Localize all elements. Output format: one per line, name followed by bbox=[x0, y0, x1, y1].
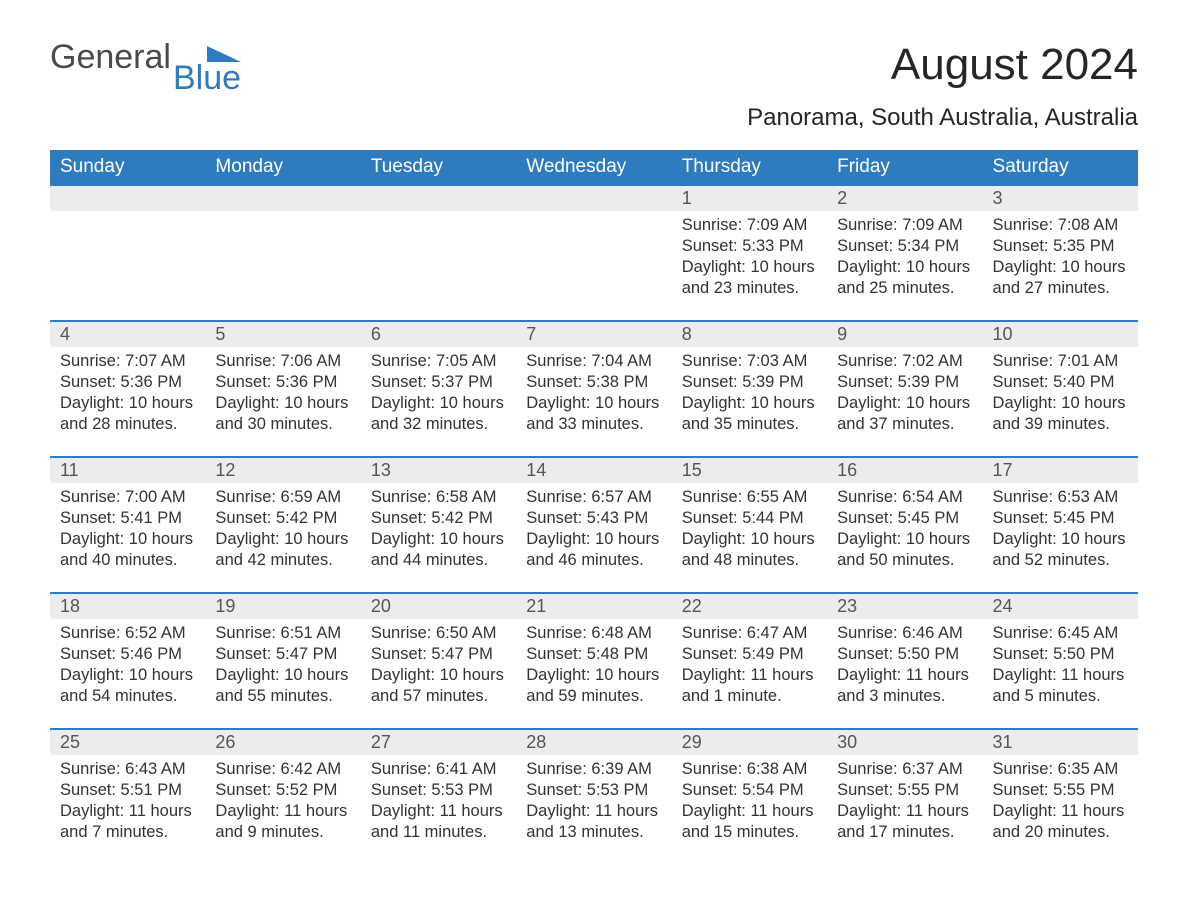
day-number: 15 bbox=[672, 457, 827, 483]
day-details: Sunrise: 6:55 AMSunset: 5:44 PMDaylight:… bbox=[672, 483, 827, 593]
header: General Blue August 2024 Panorama, South… bbox=[50, 40, 1138, 132]
day-details: Sunrise: 6:37 AMSunset: 5:55 PMDaylight:… bbox=[827, 755, 982, 865]
day-number-row: 123 bbox=[50, 185, 1138, 211]
day-details: Sunrise: 6:54 AMSunset: 5:45 PMDaylight:… bbox=[827, 483, 982, 593]
day-number: 8 bbox=[672, 321, 827, 347]
day-number: 2 bbox=[827, 185, 982, 211]
day-number: 28 bbox=[516, 729, 671, 755]
day-details: Sunrise: 6:38 AMSunset: 5:54 PMDaylight:… bbox=[672, 755, 827, 865]
day-number: 29 bbox=[672, 729, 827, 755]
day-details: Sunrise: 6:45 AMSunset: 5:50 PMDaylight:… bbox=[983, 619, 1138, 729]
location-subtitle: Panorama, South Australia, Australia bbox=[747, 104, 1138, 132]
month-title: August 2024 bbox=[747, 40, 1138, 90]
day-details: Sunrise: 7:08 AMSunset: 5:35 PMDaylight:… bbox=[983, 211, 1138, 321]
day-number-row: 45678910 bbox=[50, 321, 1138, 347]
empty-cell bbox=[361, 185, 516, 211]
day-number: 4 bbox=[50, 321, 205, 347]
day-number: 18 bbox=[50, 593, 205, 619]
day-number: 5 bbox=[205, 321, 360, 347]
day-details: Sunrise: 7:00 AMSunset: 5:41 PMDaylight:… bbox=[50, 483, 205, 593]
day-number: 10 bbox=[983, 321, 1138, 347]
empty-cell bbox=[50, 185, 205, 211]
day-detail-row: Sunrise: 6:43 AMSunset: 5:51 PMDaylight:… bbox=[50, 755, 1138, 865]
day-details: Sunrise: 7:07 AMSunset: 5:36 PMDaylight:… bbox=[50, 347, 205, 457]
day-detail-row: Sunrise: 6:52 AMSunset: 5:46 PMDaylight:… bbox=[50, 619, 1138, 729]
day-details: Sunrise: 6:51 AMSunset: 5:47 PMDaylight:… bbox=[205, 619, 360, 729]
day-details: Sunrise: 6:58 AMSunset: 5:42 PMDaylight:… bbox=[361, 483, 516, 593]
day-details: Sunrise: 7:02 AMSunset: 5:39 PMDaylight:… bbox=[827, 347, 982, 457]
day-details: Sunrise: 6:46 AMSunset: 5:50 PMDaylight:… bbox=[827, 619, 982, 729]
empty-cell bbox=[516, 185, 671, 211]
day-header: Sunday bbox=[50, 150, 205, 185]
day-header: Thursday bbox=[672, 150, 827, 185]
calendar-table: SundayMondayTuesdayWednesdayThursdayFrid… bbox=[50, 150, 1138, 865]
day-number-row: 18192021222324 bbox=[50, 593, 1138, 619]
day-detail-row: Sunrise: 7:09 AMSunset: 5:33 PMDaylight:… bbox=[50, 211, 1138, 321]
day-detail-row: Sunrise: 7:00 AMSunset: 5:41 PMDaylight:… bbox=[50, 483, 1138, 593]
day-number: 13 bbox=[361, 457, 516, 483]
logo-general-text: General bbox=[50, 40, 171, 74]
day-header: Wednesday bbox=[516, 150, 671, 185]
empty-cell bbox=[50, 211, 205, 321]
day-details: Sunrise: 7:09 AMSunset: 5:33 PMDaylight:… bbox=[672, 211, 827, 321]
day-number: 7 bbox=[516, 321, 671, 347]
day-details: Sunrise: 6:35 AMSunset: 5:55 PMDaylight:… bbox=[983, 755, 1138, 865]
logo-blue-text: Blue bbox=[173, 59, 241, 98]
day-number: 31 bbox=[983, 729, 1138, 755]
day-header-row: SundayMondayTuesdayWednesdayThursdayFrid… bbox=[50, 150, 1138, 185]
day-number-row: 25262728293031 bbox=[50, 729, 1138, 755]
day-number: 17 bbox=[983, 457, 1138, 483]
day-number: 19 bbox=[205, 593, 360, 619]
day-number: 22 bbox=[672, 593, 827, 619]
day-number: 9 bbox=[827, 321, 982, 347]
day-number: 26 bbox=[205, 729, 360, 755]
day-details: Sunrise: 6:42 AMSunset: 5:52 PMDaylight:… bbox=[205, 755, 360, 865]
empty-cell bbox=[205, 185, 360, 211]
day-details: Sunrise: 7:01 AMSunset: 5:40 PMDaylight:… bbox=[983, 347, 1138, 457]
day-number-row: 11121314151617 bbox=[50, 457, 1138, 483]
day-details: Sunrise: 7:05 AMSunset: 5:37 PMDaylight:… bbox=[361, 347, 516, 457]
empty-cell bbox=[516, 211, 671, 321]
day-details: Sunrise: 7:03 AMSunset: 5:39 PMDaylight:… bbox=[672, 347, 827, 457]
day-details: Sunrise: 6:57 AMSunset: 5:43 PMDaylight:… bbox=[516, 483, 671, 593]
day-number: 23 bbox=[827, 593, 982, 619]
day-details: Sunrise: 6:48 AMSunset: 5:48 PMDaylight:… bbox=[516, 619, 671, 729]
day-detail-row: Sunrise: 7:07 AMSunset: 5:36 PMDaylight:… bbox=[50, 347, 1138, 457]
day-header: Friday bbox=[827, 150, 982, 185]
day-number: 3 bbox=[983, 185, 1138, 211]
day-number: 16 bbox=[827, 457, 982, 483]
day-details: Sunrise: 6:53 AMSunset: 5:45 PMDaylight:… bbox=[983, 483, 1138, 593]
day-header: Monday bbox=[205, 150, 360, 185]
empty-cell bbox=[361, 211, 516, 321]
day-header: Tuesday bbox=[361, 150, 516, 185]
day-details: Sunrise: 6:50 AMSunset: 5:47 PMDaylight:… bbox=[361, 619, 516, 729]
day-number: 6 bbox=[361, 321, 516, 347]
day-number: 27 bbox=[361, 729, 516, 755]
day-number: 11 bbox=[50, 457, 205, 483]
day-number: 21 bbox=[516, 593, 671, 619]
day-details: Sunrise: 7:09 AMSunset: 5:34 PMDaylight:… bbox=[827, 211, 982, 321]
day-header: Saturday bbox=[983, 150, 1138, 185]
day-number: 1 bbox=[672, 185, 827, 211]
title-block: August 2024 Panorama, South Australia, A… bbox=[747, 40, 1138, 132]
day-details: Sunrise: 6:39 AMSunset: 5:53 PMDaylight:… bbox=[516, 755, 671, 865]
logo: General Blue bbox=[50, 40, 241, 98]
day-details: Sunrise: 6:41 AMSunset: 5:53 PMDaylight:… bbox=[361, 755, 516, 865]
day-details: Sunrise: 6:43 AMSunset: 5:51 PMDaylight:… bbox=[50, 755, 205, 865]
day-details: Sunrise: 6:52 AMSunset: 5:46 PMDaylight:… bbox=[50, 619, 205, 729]
day-number: 20 bbox=[361, 593, 516, 619]
day-number: 24 bbox=[983, 593, 1138, 619]
empty-cell bbox=[205, 211, 360, 321]
day-number: 25 bbox=[50, 729, 205, 755]
day-number: 14 bbox=[516, 457, 671, 483]
day-details: Sunrise: 6:59 AMSunset: 5:42 PMDaylight:… bbox=[205, 483, 360, 593]
day-details: Sunrise: 7:06 AMSunset: 5:36 PMDaylight:… bbox=[205, 347, 360, 457]
day-number: 12 bbox=[205, 457, 360, 483]
day-details: Sunrise: 6:47 AMSunset: 5:49 PMDaylight:… bbox=[672, 619, 827, 729]
day-details: Sunrise: 7:04 AMSunset: 5:38 PMDaylight:… bbox=[516, 347, 671, 457]
day-number: 30 bbox=[827, 729, 982, 755]
